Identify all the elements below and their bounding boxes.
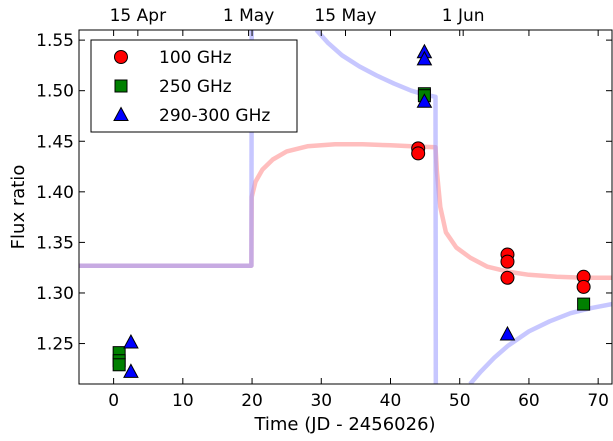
- data-point-s1-2: [112, 358, 126, 372]
- x-tick-label: 10: [172, 391, 194, 411]
- data-points: [112, 43, 591, 378]
- y-tick-label: 1.35: [36, 233, 74, 253]
- y-axis-label: Flux ratio: [8, 165, 29, 250]
- data-point-s2-1: [123, 363, 139, 378]
- legend-marker-2: [113, 106, 129, 121]
- legend-marker-0: [114, 50, 128, 64]
- legend-marker-1: [114, 79, 128, 93]
- legend: 100 GHz 250 GHz 290-300 GHz: [90, 39, 298, 133]
- top-axis-label: 1 Jun: [442, 6, 485, 26]
- x-tick-label: 40: [380, 391, 402, 411]
- data-point-s2-5: [499, 325, 516, 341]
- legend-label: 100 GHz: [159, 48, 232, 68]
- x-tick-label: 70: [587, 391, 609, 411]
- y-tick-label: 1.40: [36, 183, 74, 203]
- data-point-s2-0: [123, 333, 139, 349]
- y-tick-label: 1.25: [36, 335, 74, 355]
- y-tick-label: 1.45: [36, 132, 74, 152]
- x-tick-label: 0: [108, 391, 119, 411]
- y-tick-label: 1.55: [36, 31, 74, 51]
- data-point-s0-6: [576, 279, 591, 294]
- y-tick-label: 1.50: [36, 82, 74, 102]
- x-tick-label: 30: [310, 391, 332, 411]
- x-axis-label: Time (JD - 2456026): [253, 414, 435, 435]
- data-point-s0-3: [500, 254, 515, 269]
- top-axis-label: 15 May: [314, 6, 376, 26]
- legend-label: 250 GHz: [159, 77, 232, 97]
- data-point-s0-4: [500, 270, 515, 285]
- legend-label: 290-300 GHz: [159, 106, 270, 126]
- x-tick-label: 50: [449, 391, 471, 411]
- data-point-s1-5: [577, 297, 591, 311]
- top-axis-label: 15 Apr: [110, 6, 166, 26]
- data-point-s2-3: [416, 50, 433, 66]
- x-tick-label: 20: [241, 391, 263, 411]
- data-point-s0-1: [411, 146, 426, 161]
- axis-ticks: 0 10 20 30 40 50 60 70 1.25 1.30 1.35 1.40 1.45 1.50 1…: [36, 6, 612, 411]
- data-point-s2-4: [416, 93, 433, 108]
- y-tick-label: 1.30: [36, 284, 74, 304]
- top-axis-label: 1 May: [223, 6, 274, 26]
- x-tick-label: 60: [518, 391, 540, 411]
